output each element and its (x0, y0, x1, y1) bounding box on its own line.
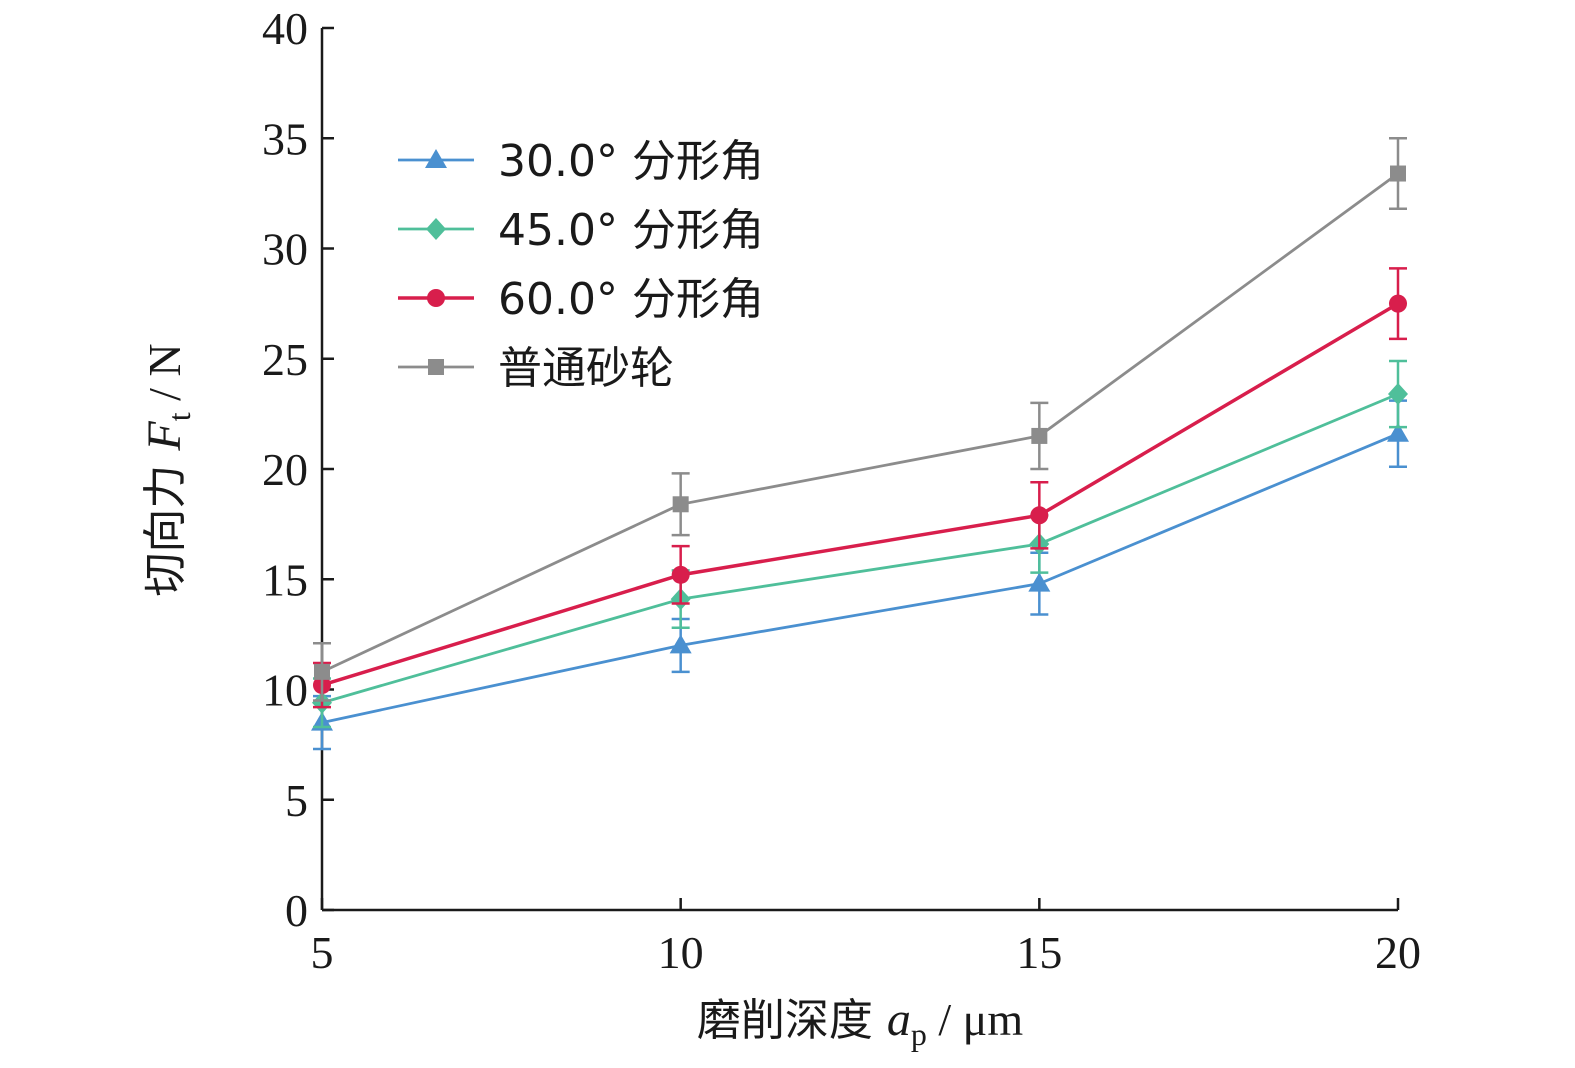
data-point (1389, 294, 1407, 313)
data-point (314, 663, 330, 680)
data-point (671, 565, 690, 584)
legend-label: 普通砂轮 (498, 343, 674, 394)
data-point (1387, 422, 1409, 442)
data-point (672, 496, 689, 513)
legend-item-3: 60.0° 分形角 (398, 274, 764, 325)
data-point (1031, 427, 1048, 444)
x-tick-label: 15 (1016, 927, 1062, 978)
x-axis-ticks: 5 10 15 20 (311, 898, 1421, 978)
y-axis-title-subscript: t (161, 412, 197, 421)
legend-item-4: 普通砂轮 (398, 343, 674, 394)
x-axis-title-subscript: p (911, 1016, 927, 1052)
y-axis-ticks: 0 5 10 15 20 25 30 35 40 (262, 3, 334, 936)
legend-label: 30.0° 分形角 (498, 136, 764, 187)
series-1 (311, 399, 1409, 751)
series-4 (313, 137, 1407, 702)
legend-item-2: 45.0° 分形角 (398, 205, 764, 256)
data-point (1028, 572, 1051, 592)
x-axis-title: 磨削深度 ap / μm (697, 993, 1023, 1052)
x-tick-label: 5 (311, 927, 334, 978)
series-line (321, 392, 1399, 705)
y-axis-title-unit: / N (139, 343, 190, 412)
y-tick-label: 25 (262, 334, 308, 385)
y-tick-label: 5 (285, 775, 308, 826)
y-tick-label: 35 (262, 113, 308, 164)
legend-marker (427, 289, 445, 307)
legend-marker (425, 149, 447, 168)
data-point (1388, 383, 1408, 406)
series-line (321, 302, 1399, 687)
legend-marker (428, 359, 444, 375)
y-tick-label: 10 (262, 665, 308, 716)
data-point (669, 634, 692, 654)
series-3 (313, 267, 1407, 709)
legend-item-1: 30.0° 分形角 (398, 136, 764, 187)
series-layer (311, 137, 1409, 751)
y-tick-label: 20 (262, 444, 308, 495)
data-point (1390, 165, 1406, 182)
x-axis-title-main: 磨削深度 (697, 995, 887, 1046)
y-axis-title-main: 切向力 (140, 451, 191, 597)
x-tick-label: 10 (658, 927, 704, 978)
y-axis-title: 切向力 Ft / N (138, 343, 197, 596)
series-line (321, 172, 1399, 674)
y-axis-title-symbol: F (138, 421, 191, 452)
legend-marker (426, 218, 446, 240)
legend-label: 60.0° 分形角 (498, 274, 764, 325)
x-axis-title-unit: / μm (927, 994, 1023, 1045)
y-tick-label: 30 (262, 224, 308, 275)
data-point (1030, 506, 1049, 525)
y-tick-label: 0 (285, 885, 308, 936)
legend-label: 45.0° 分形角 (498, 205, 764, 256)
series-line (321, 432, 1399, 724)
y-tick-label: 40 (262, 3, 308, 54)
y-tick-label: 15 (262, 554, 308, 605)
x-tick-label: 20 (1375, 927, 1421, 978)
x-axis-title-symbol: a (887, 993, 911, 1046)
